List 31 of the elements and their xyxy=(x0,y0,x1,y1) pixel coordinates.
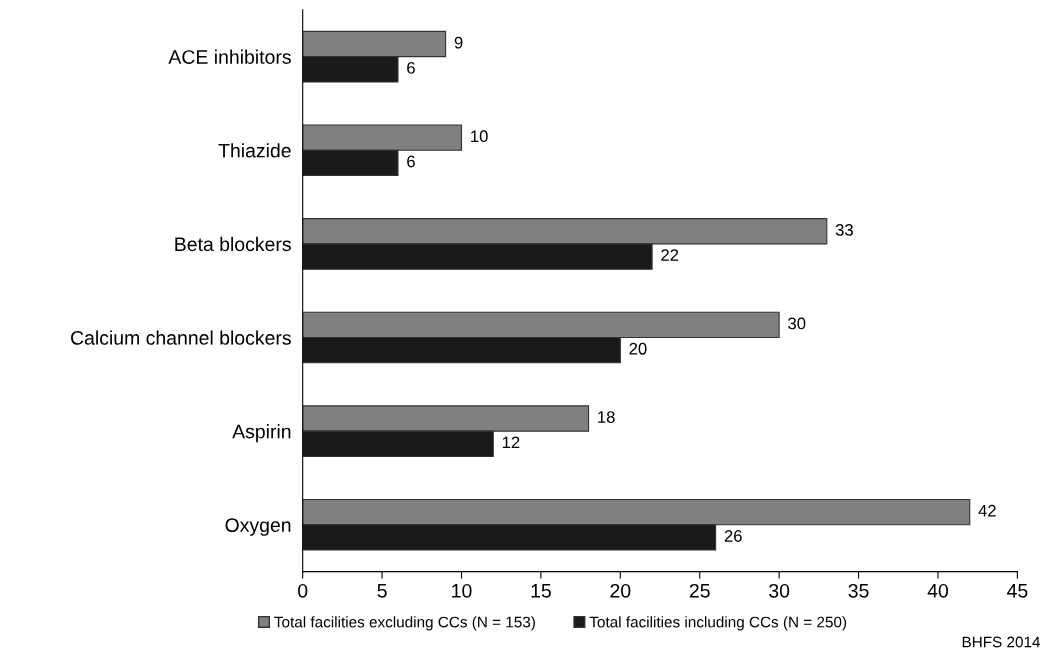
data-label: 6 xyxy=(407,61,415,74)
data-label: 12 xyxy=(502,436,520,449)
text: BHFS 2014 xyxy=(962,636,1041,648)
data-label: 10 xyxy=(471,130,488,143)
legend-label: Total facilities excluding CCs (N = 153) xyxy=(274,616,535,631)
y-tick-label: ACE inhibitors xyxy=(168,49,291,64)
data-label: 9 xyxy=(454,36,463,49)
data-label: 22 xyxy=(661,249,679,261)
data-label: 26 xyxy=(724,530,742,542)
x-tick-label: 5 xyxy=(377,584,387,598)
legend-label: Total facilities including CCs (N = 250) xyxy=(589,616,847,631)
x-tick-label: 35 xyxy=(848,583,869,598)
data-label: 33 xyxy=(835,223,853,236)
x-tick-label: 30 xyxy=(769,583,790,598)
y-tick-label: Aspirin xyxy=(232,424,291,443)
y-tick-label: Calcium channel blockers xyxy=(71,330,291,345)
x-tick-label: 15 xyxy=(531,584,551,598)
x-tick-label: 20 xyxy=(610,583,631,598)
x-tick-label: 40 xyxy=(927,583,949,598)
data-label: 20 xyxy=(629,342,647,355)
data-label: 30 xyxy=(788,317,806,330)
y-tick-label: Thiazide xyxy=(218,143,291,158)
data-label: 6 xyxy=(407,155,415,168)
y-tick-label: Beta blockers xyxy=(175,236,291,252)
data-label: 42 xyxy=(978,504,996,517)
x-tick-label: 10 xyxy=(452,583,472,598)
x-tick-label: 25 xyxy=(689,583,710,598)
y-tick-label: Oxygen xyxy=(225,518,291,536)
data-label: 18 xyxy=(598,411,615,423)
x-tick-label: 0 xyxy=(298,583,308,598)
x-tick-label: 45 xyxy=(1007,584,1028,598)
